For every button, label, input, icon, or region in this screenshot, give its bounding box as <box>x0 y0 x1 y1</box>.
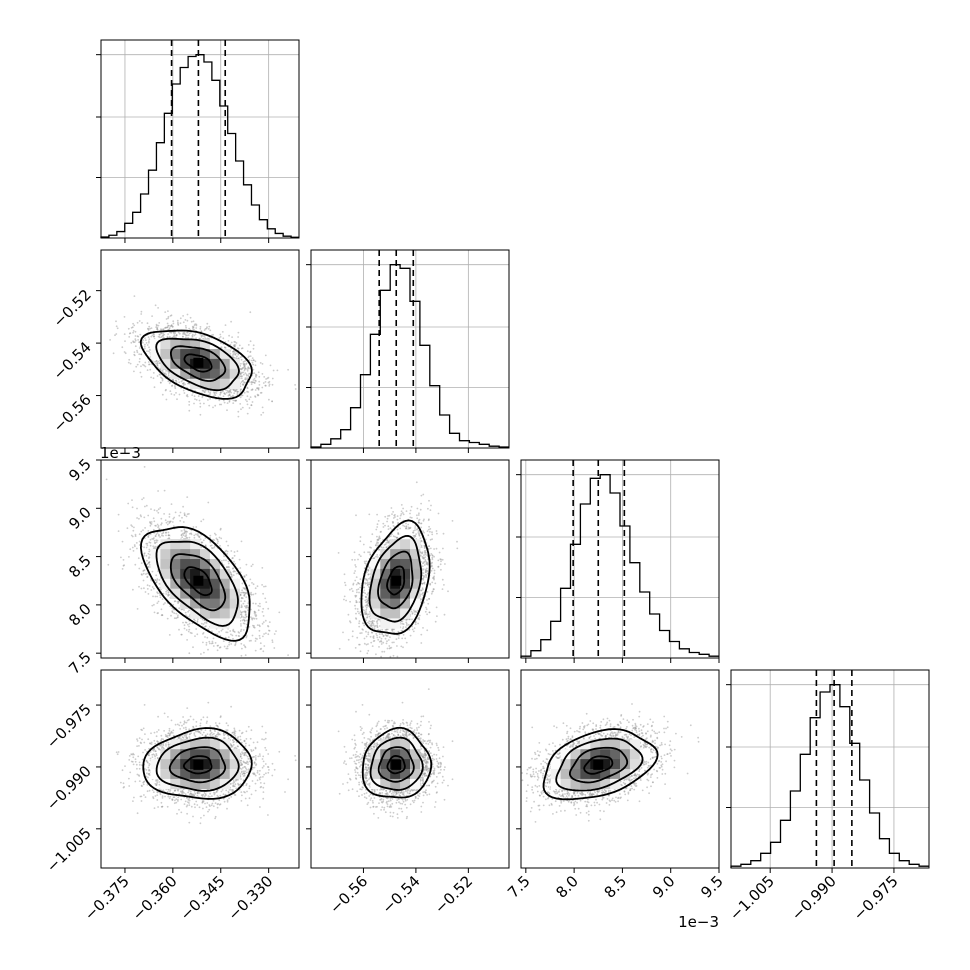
x-tick-label: −0.360 <box>129 872 181 924</box>
contour-2 <box>555 737 644 792</box>
contour-2 <box>368 534 423 623</box>
contour-0 <box>183 566 213 597</box>
x-tick-labels: −0.375−0.360−0.345−0.330 −0.56 −0.54 −0.52 7… <box>81 872 902 931</box>
peak-marker <box>391 575 402 586</box>
contour-3 <box>142 727 253 800</box>
hist-panel-1 <box>306 249 510 453</box>
y-tick-label: 8.5 <box>65 552 95 582</box>
hist-panel-3 <box>726 669 930 873</box>
scatter-panel-1-2 <box>306 459 510 663</box>
x-tick-label: 9.0 <box>649 872 679 902</box>
scatter-panel-0-3 <box>96 669 300 873</box>
panel-frame <box>100 39 300 239</box>
y-tick-label: −0.990 <box>43 762 95 814</box>
peak-marker <box>391 759 402 770</box>
scatter-panel-1-3 <box>306 669 510 873</box>
scatter-panel-2-3 <box>516 669 720 873</box>
panel-frame <box>310 459 510 659</box>
contour-3 <box>542 728 659 801</box>
contour-3 <box>139 526 251 642</box>
y-tick-label: 7.5 <box>65 648 95 678</box>
peak-marker <box>193 759 204 770</box>
peak-marker <box>193 357 204 368</box>
x-tick-label: −0.345 <box>177 872 229 924</box>
panel-frame <box>520 669 720 869</box>
x-tick-label: 7.5 <box>504 872 534 902</box>
contour-0 <box>183 353 213 373</box>
x-tick-label: 8.0 <box>552 872 582 902</box>
hist-panel-2 <box>516 459 720 663</box>
hist-panel-0 <box>96 39 300 243</box>
y-tick-label: −0.56 <box>50 391 95 436</box>
y-tick-labels: −0.56 −0.54 −0.52 7.5 8.0 8.5 9.0 9.5 1e−3 −1.005… <box>43 286 141 876</box>
peak-marker <box>193 575 204 586</box>
y-tick-label: −1.005 <box>43 824 95 876</box>
x-tick-label: −0.52 <box>431 872 476 917</box>
contour-1 <box>377 746 415 783</box>
contour-1 <box>169 345 227 382</box>
histogram-1 <box>310 264 509 448</box>
x-tick-label: −0.975 <box>850 872 902 924</box>
x-tick-label: 8.5 <box>601 872 631 902</box>
scatter-panel-0-2 <box>96 459 300 663</box>
panel-frame <box>730 669 930 869</box>
x-tick-label: −0.54 <box>378 872 423 917</box>
contour-0 <box>182 755 213 775</box>
contour-2 <box>155 337 240 392</box>
x-tick-label: −0.375 <box>81 872 133 924</box>
histogram-0 <box>100 54 299 238</box>
peak-marker <box>593 759 604 770</box>
y-tick-label: 9.0 <box>65 503 95 533</box>
contour-2 <box>155 540 239 627</box>
contour-3 <box>139 329 253 400</box>
y-tick-label: 8.0 <box>65 600 95 630</box>
y-tick-label: −0.54 <box>50 338 95 383</box>
histogram-2 <box>520 474 719 658</box>
panel-frame <box>100 669 300 869</box>
panel-frame <box>100 249 300 449</box>
y-offset-label: 1e−3 <box>100 444 141 462</box>
x-tick-label: 9.5 <box>697 872 727 902</box>
contour-2 <box>369 736 424 791</box>
panel-frame <box>100 459 300 659</box>
x-tick-label: −0.56 <box>326 872 371 917</box>
panel-frame <box>310 249 510 449</box>
y-tick-label: 9.5 <box>65 455 95 485</box>
contour-0 <box>386 565 406 596</box>
x-offset-label: 1e−3 <box>678 913 719 931</box>
x-tick-label: −1.005 <box>726 872 778 924</box>
x-tick-label: −0.990 <box>788 872 840 924</box>
contour-1 <box>569 746 629 784</box>
contour-1 <box>168 746 227 784</box>
contour-1 <box>377 550 414 610</box>
contour-2 <box>155 736 240 792</box>
contour-3 <box>360 519 431 635</box>
contour-3 <box>361 726 433 799</box>
contour-0 <box>583 755 614 775</box>
contour-0 <box>386 754 406 775</box>
y-tick-label: −0.52 <box>50 286 95 331</box>
y-tick-label: −0.975 <box>43 700 95 752</box>
scatter-panel-0-1 <box>96 249 300 453</box>
x-tick-label: −0.330 <box>225 872 277 924</box>
panel-frame <box>310 669 510 869</box>
panel-frame <box>520 459 720 659</box>
histogram-3 <box>730 684 929 868</box>
contour-1 <box>169 553 227 612</box>
